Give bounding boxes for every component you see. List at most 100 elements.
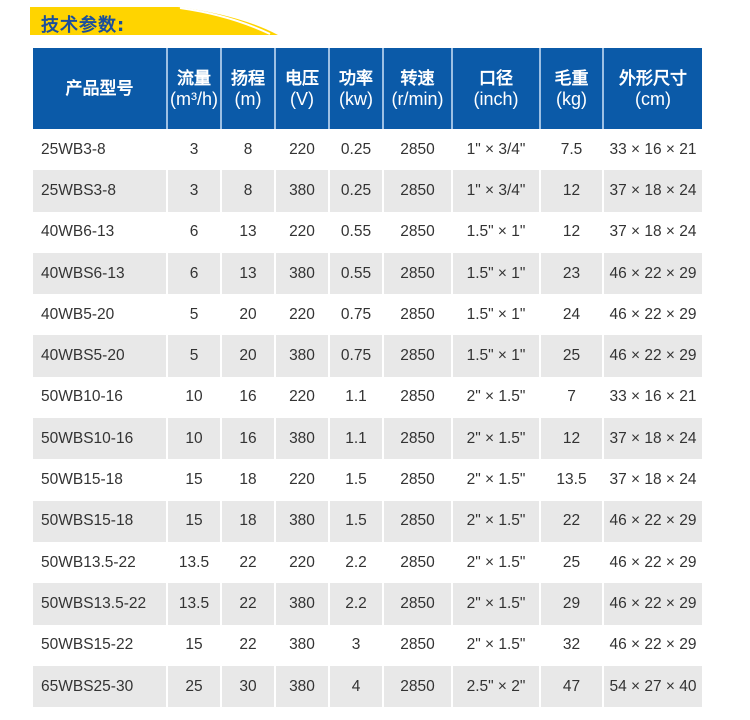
header-unit: (kg) [556, 88, 587, 109]
table-cell: 2" × 1.5" [451, 459, 540, 501]
column-header: 毛重 (kg) [539, 48, 603, 129]
table-cell: 0.55 [328, 211, 383, 253]
table-cell: 46 × 22 × 29 [602, 541, 702, 584]
header-unit: (m³/h) [170, 88, 218, 109]
table-cell: 2850 [382, 500, 452, 542]
table-cell: 37 × 18 × 24 [602, 459, 702, 501]
table-row: 50WBS13.5-22 13.5 22 380 2.2 2850 2" × 1.5" 29 4… [33, 583, 702, 625]
header-unit: (cm) [635, 88, 671, 109]
table-cell: 220 [274, 541, 329, 584]
table-cell: 33 × 16 × 21 [602, 129, 702, 171]
header-unit: (m) [234, 88, 262, 109]
table-cell: 40WB6-13 [41, 223, 115, 241]
table-row: 65WBS25-30 25 30 380 4 2850 2.5" × 2" 47 54 × 27… [33, 665, 702, 708]
table-cell: 1.5" × 1" [451, 294, 540, 336]
table-cell: 50WBS13.5-22 [33, 583, 167, 625]
table-cell: 0.25 [328, 170, 383, 212]
table-row: 50WBS15-22 15 22 380 3 2850 2" × 1.5" 32 46 × 22… [33, 624, 702, 666]
table-cell: 220 [274, 459, 329, 501]
header-unit: (kw) [339, 88, 373, 109]
table-cell: 2" × 1.5" [451, 500, 540, 542]
table-cell: 15 [166, 624, 221, 666]
table-cell: 5 [166, 294, 221, 336]
header-unit: (V) [290, 88, 314, 109]
table-cell: 25 [539, 541, 603, 584]
header-label: 电压 [285, 68, 319, 89]
table-cell: 50WBS15-22 [41, 636, 134, 654]
table-cell: 380 [274, 170, 329, 212]
table-cell: 50WB15-18 [41, 471, 123, 489]
table-cell: 2850 [382, 129, 452, 171]
table-cell: 50WBS15-18 [33, 500, 167, 542]
table-cell: 0.25 [328, 129, 383, 171]
table-cell: 3 [166, 129, 221, 171]
table-cell: 2850 [382, 459, 452, 501]
table-cell: 46 × 22 × 29 [602, 500, 702, 542]
table-cell: 18 [220, 459, 275, 501]
table-cell: 3 [328, 624, 383, 666]
table-cell: 37 × 18 × 24 [602, 170, 702, 212]
table-cell: 2.5" × 2" [451, 665, 540, 708]
table-cell: 23 [539, 252, 603, 295]
table-cell: 220 [274, 129, 329, 171]
table-cell: 46 × 22 × 29 [602, 294, 702, 336]
table-cell: 46 × 22 × 29 [602, 583, 702, 625]
header-label: 毛重 [554, 68, 589, 89]
spec-table: 产品型号 流量 (m³/h) 扬程 (m) 电压 (V) 功率 (kw) 转速 (r/min) 口径(… [33, 48, 702, 708]
table-cell: 25WB3-8 [41, 140, 106, 158]
table-cell: 2850 [382, 252, 452, 295]
table-cell: 40WBS6-13 [33, 252, 167, 295]
table-cell: 2.2 [328, 541, 383, 584]
table-cell: 380 [274, 418, 329, 460]
table-cell: 220 [274, 211, 329, 253]
table-cell: 37 × 18 × 24 [602, 211, 702, 253]
table-cell: 12 [539, 170, 603, 212]
table-cell: 15 [166, 500, 221, 542]
table-cell: 2.2 [328, 583, 383, 625]
table-cell: 2850 [382, 170, 452, 212]
table-cell: 1.1 [328, 418, 383, 460]
table-cell: 2" × 1.5" [451, 418, 540, 460]
table-cell: 33 × 16 × 21 [602, 376, 702, 419]
table-cell: 2850 [382, 665, 452, 708]
section-banner: 技术参数: [30, 7, 280, 36]
header-label: 口径 [479, 68, 513, 89]
table-cell: 2850 [382, 335, 452, 377]
table-cell: 2" × 1.5" [451, 583, 540, 625]
table-cell: 20 [220, 294, 275, 336]
column-header: 功率 (kw) [328, 48, 383, 129]
table-cell: 18 [220, 500, 275, 542]
table-cell: 2" × 1.5" [451, 376, 540, 419]
table-cell: 25 [539, 335, 603, 377]
table-cell: 50WBS10-16 [33, 418, 167, 460]
table-row: 25WB3-8 3 8 220 0.25 2850 1" × 3/4" 7.5 33 × 16 … [33, 129, 702, 171]
table-cell: 380 [274, 583, 329, 625]
table-cell: 1.1 [328, 376, 383, 419]
table-cell: 1.5 [328, 500, 383, 542]
table-cell: 1" × 3/4" [451, 170, 540, 212]
table-cell: 1.5" × 1" [451, 335, 540, 377]
header-unit: (r/min) [391, 88, 444, 109]
table-cell: 40WB5-20 [41, 305, 115, 323]
table-cell: 25WBS3-8 [33, 170, 167, 212]
table-cell: 380 [274, 252, 329, 295]
table-cell: 13 [220, 211, 275, 253]
table-cell: 4 [328, 665, 383, 708]
column-header: 扬程 (m) [220, 48, 275, 129]
table-cell: 24 [539, 294, 603, 336]
table-row: 25WBS3-8 3 8 380 0.25 2850 1" × 3/4" 12 37 × 18 … [33, 170, 702, 212]
table-cell: 2850 [382, 211, 452, 253]
column-header: 产品型号 [33, 48, 167, 129]
table-cell: 13.5 [539, 459, 603, 501]
header-label: 产品型号 [65, 78, 134, 99]
table-cell: 46 × 22 × 29 [602, 335, 702, 377]
table-cell: 46 × 22 × 29 [602, 252, 702, 295]
table-cell: 12 [539, 211, 603, 253]
table-row: 50WB15-18 15 18 220 1.5 2850 2" × 1.5" 13.5 37 ×… [33, 459, 702, 501]
table-cell: 380 [274, 665, 329, 708]
table-cell: 7 [539, 376, 603, 419]
table-cell: 2850 [382, 418, 452, 460]
table-cell: 8 [220, 129, 275, 171]
table-cell: 1" × 3/4" [451, 129, 540, 171]
header-label: 转速 [400, 68, 435, 89]
